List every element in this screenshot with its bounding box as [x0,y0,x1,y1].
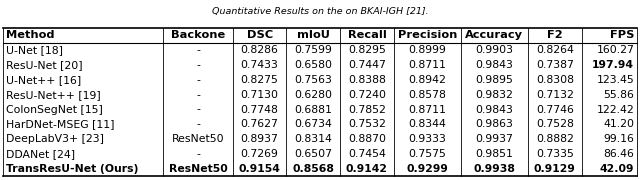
Text: 0.8264: 0.8264 [536,45,573,55]
Text: 0.9843: 0.9843 [476,105,513,115]
Text: 0.8942: 0.8942 [408,75,446,85]
Text: 0.9154: 0.9154 [239,164,280,174]
Text: 99.16: 99.16 [604,134,634,144]
Text: 0.8314: 0.8314 [294,134,332,144]
Text: -: - [196,119,200,129]
Text: 0.7130: 0.7130 [241,90,278,100]
Text: 0.7563: 0.7563 [294,75,332,85]
Text: 0.6734: 0.6734 [294,119,332,129]
Text: ResNet50: ResNet50 [169,164,227,174]
Text: 0.7746: 0.7746 [536,105,573,115]
Text: 0.8388: 0.8388 [348,75,386,85]
Text: mIoU: mIoU [297,30,330,40]
Text: 0.6507: 0.6507 [294,149,332,159]
Text: 41.20: 41.20 [604,119,634,129]
Text: 0.6881: 0.6881 [294,105,332,115]
Text: 0.8275: 0.8275 [241,75,278,85]
Text: U-Net [18]: U-Net [18] [6,45,63,55]
Text: ResU-Net++ [19]: ResU-Net++ [19] [6,90,100,100]
Text: U-Net++ [16]: U-Net++ [16] [6,75,81,85]
Text: Recall: Recall [348,30,387,40]
Text: 0.8308: 0.8308 [536,75,574,85]
Text: 0.8578: 0.8578 [408,90,446,100]
Text: -: - [196,105,200,115]
Text: 0.7240: 0.7240 [348,90,386,100]
Text: 160.27: 160.27 [596,45,634,55]
Text: 0.7575: 0.7575 [408,149,446,159]
Text: 0.9299: 0.9299 [406,164,448,174]
Text: DDANet [24]: DDANet [24] [6,149,75,159]
Text: Quantitative Results on the on BKAI-IGH [21].: Quantitative Results on the on BKAI-IGH … [212,7,428,16]
Text: ColonSegNet [15]: ColonSegNet [15] [6,105,102,115]
Text: 0.7748: 0.7748 [241,105,278,115]
Text: 0.7454: 0.7454 [348,149,386,159]
Text: 0.8711: 0.8711 [408,105,446,115]
Text: TransResU-Net (Ours): TransResU-Net (Ours) [6,164,138,174]
Text: 0.6580: 0.6580 [294,60,332,70]
Text: 0.8999: 0.8999 [408,45,446,55]
Text: 0.7852: 0.7852 [348,105,386,115]
Text: 0.9937: 0.9937 [476,134,513,144]
Text: 0.9895: 0.9895 [476,75,513,85]
Text: 0.7132: 0.7132 [536,90,573,100]
Text: ResU-Net [20]: ResU-Net [20] [6,60,83,70]
Text: 0.7447: 0.7447 [348,60,386,70]
Text: 0.7599: 0.7599 [294,45,332,55]
Text: 0.9129: 0.9129 [534,164,576,174]
Text: 123.45: 123.45 [596,75,634,85]
Text: 0.9938: 0.9938 [474,164,515,174]
Text: DSC: DSC [246,30,273,40]
Text: 0.8882: 0.8882 [536,134,573,144]
Text: 0.7269: 0.7269 [241,149,278,159]
Text: 86.46: 86.46 [604,149,634,159]
Text: 0.7387: 0.7387 [536,60,573,70]
Text: 0.7627: 0.7627 [241,119,278,129]
Text: 0.8937: 0.8937 [241,134,278,144]
Text: 0.7532: 0.7532 [348,119,386,129]
Text: 0.9843: 0.9843 [476,60,513,70]
Text: FPS: FPS [610,30,634,40]
Text: 0.8344: 0.8344 [408,119,446,129]
Text: ResNet50: ResNet50 [172,134,225,144]
Text: 55.86: 55.86 [604,90,634,100]
Text: 0.8568: 0.8568 [292,164,334,174]
Text: -: - [196,60,200,70]
Text: Accuracy: Accuracy [465,30,524,40]
Text: 42.09: 42.09 [600,164,634,174]
Text: 0.9333: 0.9333 [408,134,446,144]
Text: 122.42: 122.42 [596,105,634,115]
Text: 0.8286: 0.8286 [241,45,278,55]
Text: 0.8870: 0.8870 [348,134,386,144]
Text: 0.6280: 0.6280 [294,90,332,100]
Text: 0.9903: 0.9903 [476,45,513,55]
Text: -: - [196,149,200,159]
Text: Backone: Backone [171,30,225,40]
Text: 0.8711: 0.8711 [408,60,446,70]
Text: F2: F2 [547,30,563,40]
Text: 0.9142: 0.9142 [346,164,388,174]
Text: 0.9851: 0.9851 [476,149,513,159]
Text: HarDNet-MSEG [11]: HarDNet-MSEG [11] [6,119,115,129]
Text: DeepLabV3+ [23]: DeepLabV3+ [23] [6,134,104,144]
Text: 0.9863: 0.9863 [476,119,513,129]
Text: 0.7528: 0.7528 [536,119,573,129]
Text: Method: Method [6,30,54,40]
Text: -: - [196,75,200,85]
Text: 0.7433: 0.7433 [241,60,278,70]
Text: 0.8295: 0.8295 [348,45,386,55]
Text: 0.7335: 0.7335 [536,149,573,159]
Text: -: - [196,45,200,55]
Text: 0.9832: 0.9832 [476,90,513,100]
Text: -: - [196,90,200,100]
Text: Precision: Precision [397,30,457,40]
Text: 197.94: 197.94 [592,60,634,70]
